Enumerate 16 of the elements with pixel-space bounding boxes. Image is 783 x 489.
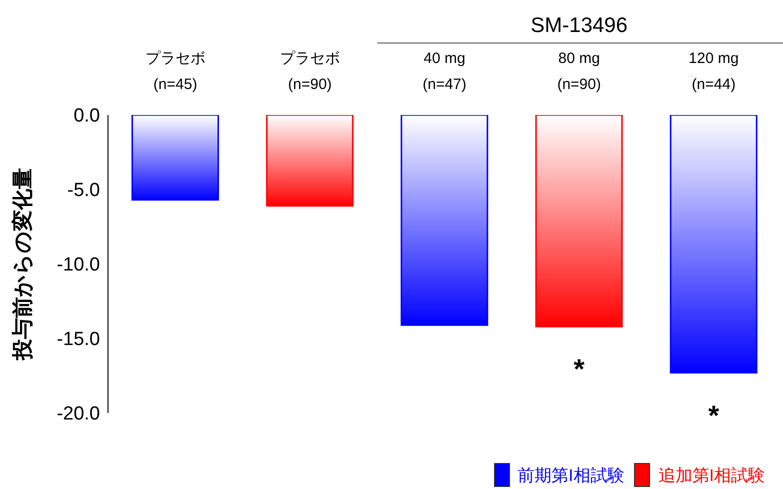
y-tick-label: -5.0 [67,180,100,202]
x-tick-label: プラセボ (n=45) [145,50,206,93]
x-tick-label: 80 mg (n=90) [557,50,601,93]
y-tick-label: -10.0 [56,254,100,276]
y-tick-label: -15.0 [56,329,100,350]
x-tick-label: 120 mg (n=44) [688,50,739,93]
data-label: * [708,400,720,431]
x-tick-label: 40 mg (n=47) [422,50,466,93]
y-tick-label: 0.0 [74,106,100,127]
data-label: * [574,354,585,385]
x-tick-label: プラセボ (n=90) [280,50,340,93]
text: SM-13496 [530,14,628,37]
legend-label: 追加第I相試験 [657,464,765,486]
y-tick-label: -20.0 [56,404,100,425]
legend-label: 前期第I相試験 [516,464,624,486]
y-axis-title: 投与前からの変化量 [10,168,34,361]
